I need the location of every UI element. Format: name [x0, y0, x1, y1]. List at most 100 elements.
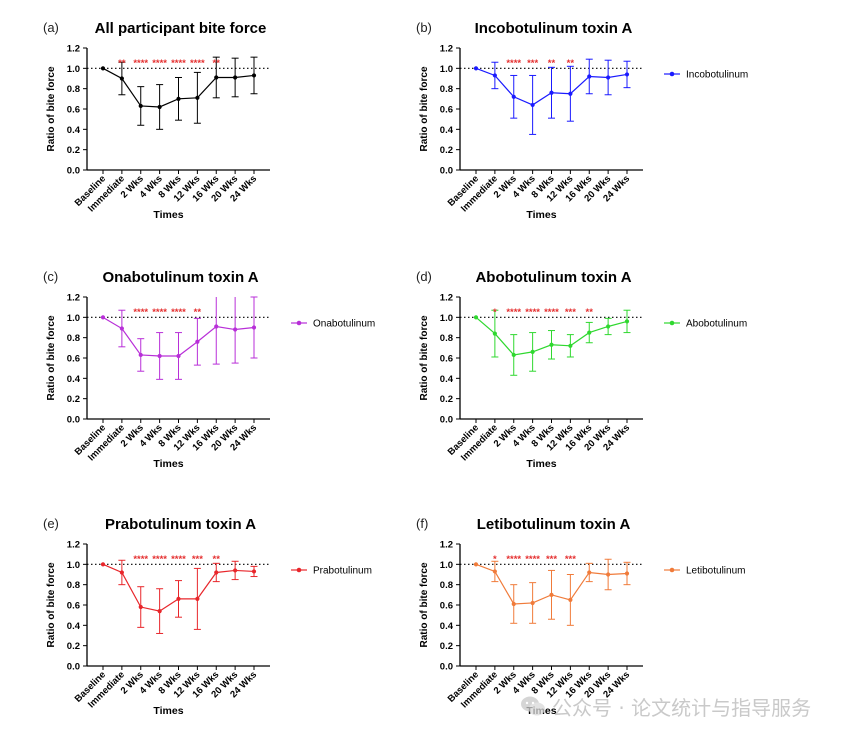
significance-marker: *** — [546, 554, 557, 565]
data-point — [251, 73, 257, 78]
y-tick-label: 0.4 — [67, 125, 81, 136]
data-point — [492, 569, 497, 574]
panel-label: (b) — [416, 20, 432, 35]
y-tick-label: 1.0 — [67, 560, 80, 571]
chart-title: Incobotulinum toxin A — [475, 20, 633, 37]
y-tick-label: 0.4 — [440, 621, 454, 632]
chart-title: Abobotulinum toxin A — [475, 269, 631, 286]
data-point — [587, 570, 592, 575]
data-point — [568, 343, 573, 348]
y-tick-label: 0.8 — [440, 84, 453, 95]
data-point — [195, 95, 200, 100]
data-point — [214, 570, 219, 575]
data-point — [587, 330, 592, 335]
significance-marker: ** — [586, 307, 594, 318]
chart-title: Prabotulinum toxin A — [105, 516, 256, 533]
data-point — [100, 562, 106, 567]
data-point — [587, 74, 592, 79]
data-point — [511, 601, 516, 607]
y-tick-label: 0.8 — [67, 333, 80, 344]
y-tick-label: 0.2 — [67, 145, 80, 156]
data-point — [549, 592, 554, 597]
significance-marker: **** — [171, 307, 186, 318]
data-point — [624, 72, 630, 77]
panel-label: (a) — [43, 20, 59, 35]
data-point — [473, 315, 479, 320]
significance-marker: ** — [213, 58, 221, 69]
x-axis-label: Times — [526, 209, 556, 221]
data-point — [624, 319, 630, 324]
data-point — [138, 352, 143, 358]
y-tick-label: 0.6 — [67, 105, 80, 116]
y-tick-label: 0.6 — [440, 105, 453, 116]
data-point — [100, 66, 106, 71]
y-axis-label: Ratio of bite force — [419, 562, 430, 647]
y-tick-label: 1.2 — [440, 540, 453, 551]
chart-title: Letibotulinum toxin A — [477, 516, 631, 533]
y-tick-label: 0.8 — [440, 333, 453, 344]
data-point — [119, 326, 124, 331]
significance-marker: **** — [525, 554, 540, 565]
data-point — [251, 325, 257, 330]
legend-label: Letibotulinum — [686, 566, 745, 577]
data-point — [138, 103, 143, 109]
data-point — [233, 75, 238, 80]
data-point — [606, 324, 611, 329]
significance-marker: ** — [548, 58, 556, 69]
y-tick-label: 0.0 — [67, 662, 80, 673]
data-point — [176, 596, 181, 602]
y-tick-label: 0.0 — [67, 166, 80, 177]
significance-marker: **** — [152, 554, 167, 565]
panel-label: (c) — [43, 269, 58, 284]
y-tick-label: 0.2 — [440, 145, 453, 156]
data-point — [473, 562, 479, 567]
y-tick-label: 0.0 — [440, 166, 453, 177]
panel-label: (e) — [43, 516, 59, 531]
significance-marker: *** — [527, 58, 538, 69]
legend-label: Prabotulinum — [313, 566, 372, 577]
significance-marker: **** — [544, 307, 559, 318]
panel-e: (e) Prabotulinum toxin A 0.0 0.2 0.4 0.6 0.8 1.… — [43, 516, 372, 717]
significance-marker: **** — [171, 58, 186, 69]
significance-marker: *** — [565, 554, 576, 565]
panel-d: (d) Abobotulinum toxin A 0.0 0.2 0.4 0.6 0.8 1.… — [416, 269, 747, 470]
panel-label: (f) — [416, 516, 428, 531]
y-tick-label: 1.2 — [440, 44, 453, 55]
watermark-text: 公众号 · 论文统计与指导服务 — [552, 695, 812, 720]
data-point — [549, 342, 554, 347]
data-point — [214, 75, 219, 80]
y-tick-label: 0.8 — [440, 580, 453, 591]
legend-marker — [669, 567, 675, 573]
y-tick-label: 0.2 — [440, 394, 453, 405]
y-tick-label: 0.2 — [67, 394, 80, 405]
significance-marker: **** — [506, 307, 521, 318]
legend-label: Abobotulinum — [686, 319, 747, 330]
y-tick-label: 0.8 — [67, 580, 80, 591]
significance-marker: **** — [133, 554, 148, 565]
data-point — [549, 90, 554, 95]
y-tick-label: 0.6 — [67, 354, 80, 365]
significance-marker: ** — [118, 58, 126, 69]
y-tick-label: 0.6 — [440, 354, 453, 365]
y-tick-label: 1.2 — [67, 293, 80, 304]
legend-marker — [669, 71, 675, 77]
significance-marker: **** — [152, 58, 167, 69]
chart-title: Onabotulinum toxin A — [102, 269, 258, 286]
data-point — [492, 331, 497, 336]
x-axis-label: Times — [526, 458, 556, 470]
data-point — [530, 349, 535, 354]
y-tick-label: 0.0 — [440, 415, 453, 426]
data-point — [606, 75, 611, 80]
panel-f: (f) Letibotulinum toxin A 0.0 0.2 0.4 0.6 0.8 1… — [416, 516, 745, 717]
x-axis-label: Times — [153, 209, 183, 221]
y-axis-label: Ratio of bite force — [419, 315, 430, 400]
legend-label: Onabotulinum — [313, 319, 375, 330]
data-point — [511, 94, 516, 99]
data-point — [606, 572, 611, 577]
data-point — [530, 102, 535, 108]
panel-label: (d) — [416, 269, 432, 284]
y-tick-label: 0.6 — [440, 601, 453, 612]
panel-a: (a) All participant bite force 0.0 0.2 0.4 0.… — [43, 20, 270, 221]
y-tick-label: 1.0 — [440, 64, 453, 75]
